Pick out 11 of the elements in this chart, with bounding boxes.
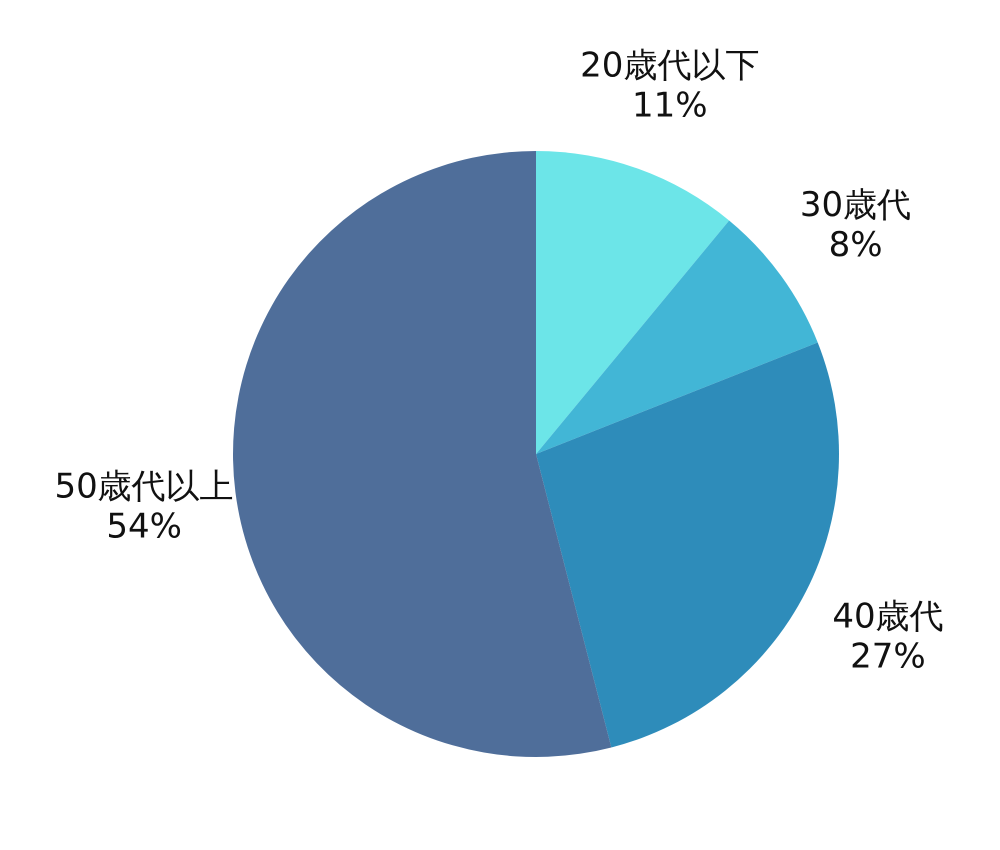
data-label: 8% [828, 224, 883, 265]
slice-label: 30歳代 [800, 184, 912, 225]
pie-slice [536, 151, 730, 454]
data-label: 27% [850, 636, 926, 676]
pie-slice [536, 220, 818, 454]
slice-label: 50歳代以上 [54, 466, 234, 507]
pie-slice [234, 151, 612, 757]
data-label: 11% [632, 85, 708, 126]
data-label: 54% [106, 506, 182, 547]
slice-label: 20歳代以下 [580, 45, 760, 86]
slice-label: 40歳代 [832, 596, 944, 636]
